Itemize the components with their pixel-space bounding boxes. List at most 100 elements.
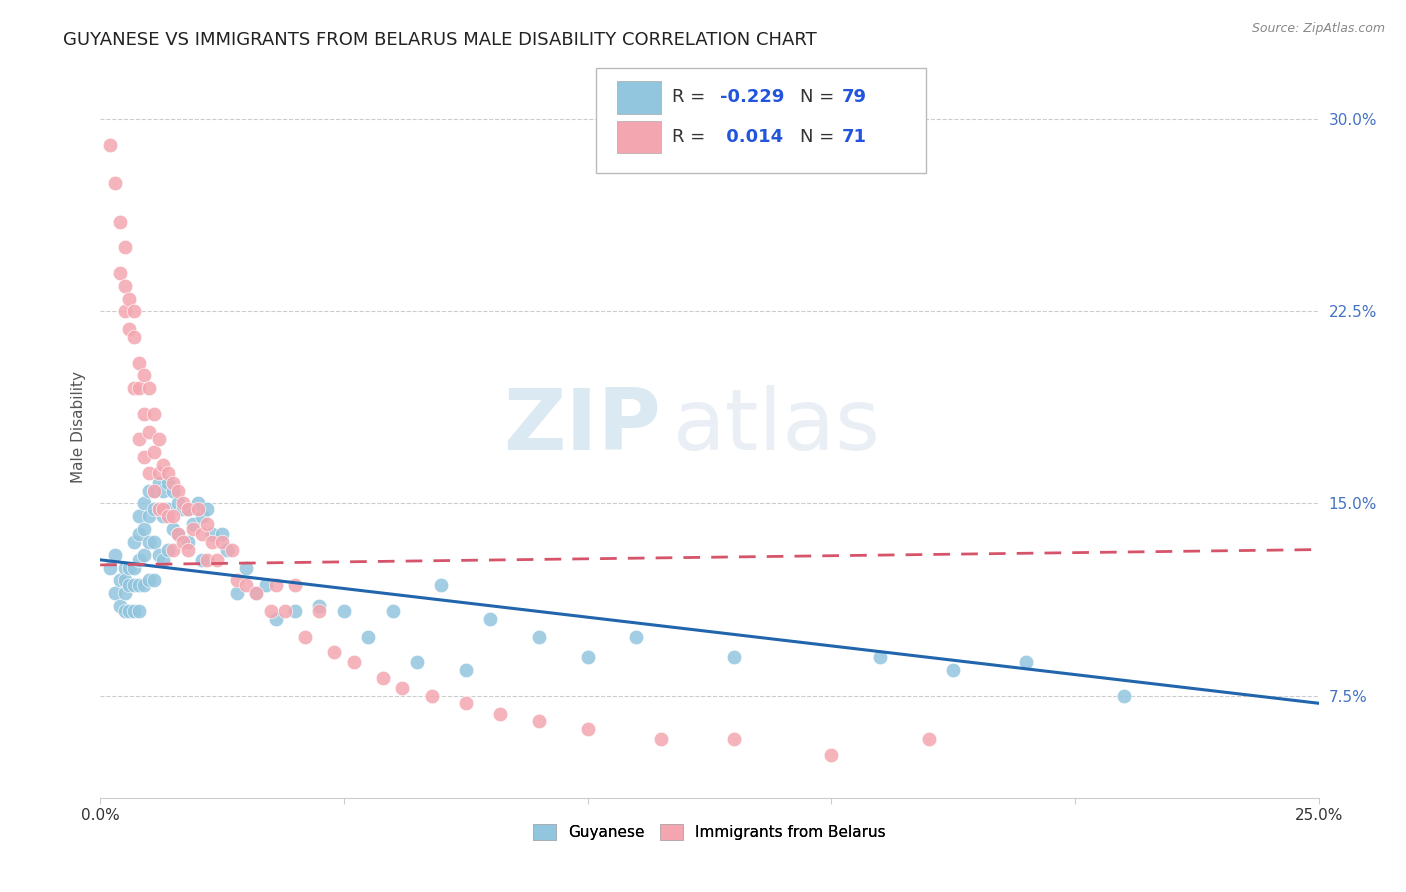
Point (187, 501, 209, 516)
FancyBboxPatch shape (617, 120, 661, 153)
Point (820, 747, 842, 762)
Point (157, 509, 180, 524)
Point (284, 578, 307, 592)
Point (723, 732, 745, 747)
Point (118, 604, 141, 618)
Point (162, 475, 184, 490)
Point (128, 553, 150, 567)
Point (142, 483, 165, 498)
Point (869, 650, 891, 665)
Point (162, 542, 184, 557)
Point (181, 516, 204, 531)
Point (371, 671, 394, 685)
Point (122, 604, 145, 618)
Point (162, 509, 184, 524)
Point (162, 483, 184, 498)
Point (138, 534, 160, 549)
Point (191, 509, 214, 524)
Point (177, 501, 200, 516)
Point (114, 240, 136, 254)
Point (98, 137, 121, 152)
Point (430, 578, 453, 592)
Point (152, 553, 174, 567)
Point (274, 604, 297, 618)
Point (114, 278, 136, 293)
Point (942, 663, 965, 677)
Point (98, 560, 121, 574)
Point (211, 527, 233, 541)
Text: N =: N = (800, 128, 839, 146)
Point (195, 501, 218, 516)
Point (172, 501, 194, 516)
Point (191, 527, 214, 541)
Point (148, 475, 170, 490)
Y-axis label: Male Disability: Male Disability (72, 370, 86, 483)
Point (148, 433, 170, 447)
Point (215, 542, 238, 557)
Point (157, 542, 180, 557)
Point (122, 304, 145, 318)
Point (128, 381, 150, 395)
Point (114, 586, 136, 600)
Point (260, 604, 283, 618)
Point (114, 574, 136, 588)
Point (195, 553, 218, 567)
Point (181, 522, 204, 536)
Point (576, 650, 599, 665)
Point (118, 322, 141, 336)
Point (391, 681, 413, 695)
Point (225, 586, 247, 600)
Point (195, 516, 218, 531)
Point (1112, 689, 1135, 703)
Point (122, 330, 145, 344)
Point (128, 355, 150, 369)
Point (294, 630, 316, 644)
Point (177, 542, 200, 557)
Point (201, 527, 224, 541)
Point (357, 630, 380, 644)
Text: 71: 71 (842, 128, 868, 146)
FancyBboxPatch shape (596, 68, 927, 172)
Point (225, 574, 247, 588)
Point (132, 368, 155, 383)
Point (162, 522, 184, 536)
Point (138, 466, 160, 480)
Point (454, 663, 477, 677)
Point (148, 466, 170, 480)
Point (138, 574, 160, 588)
Text: atlas: atlas (673, 385, 882, 468)
Point (527, 630, 550, 644)
Point (167, 527, 190, 541)
Point (118, 578, 141, 592)
Point (406, 655, 429, 669)
Point (245, 586, 267, 600)
Point (122, 560, 145, 574)
Point (142, 501, 165, 516)
Point (114, 304, 136, 318)
Point (142, 483, 165, 498)
Point (142, 407, 165, 421)
Point (132, 548, 155, 562)
Point (128, 604, 150, 618)
Point (918, 732, 941, 747)
Point (308, 599, 330, 613)
Point (527, 714, 550, 729)
Text: R =: R = (672, 128, 710, 146)
Point (104, 548, 127, 562)
Point (479, 612, 502, 626)
Point (118, 560, 141, 574)
Point (152, 483, 174, 498)
Point (108, 214, 131, 228)
Point (142, 574, 165, 588)
Point (132, 578, 155, 592)
Point (157, 501, 180, 516)
Point (132, 522, 155, 536)
Point (148, 501, 170, 516)
Point (342, 655, 364, 669)
Point (420, 689, 443, 703)
Point (138, 425, 160, 439)
Point (201, 534, 224, 549)
Point (264, 612, 287, 626)
Point (152, 458, 174, 472)
Text: N =: N = (800, 88, 839, 106)
